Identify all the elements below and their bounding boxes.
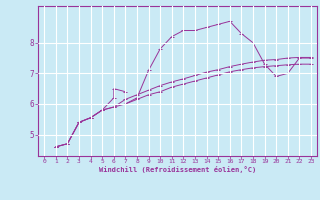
X-axis label: Windchill (Refroidissement éolien,°C): Windchill (Refroidissement éolien,°C) [99,166,256,173]
